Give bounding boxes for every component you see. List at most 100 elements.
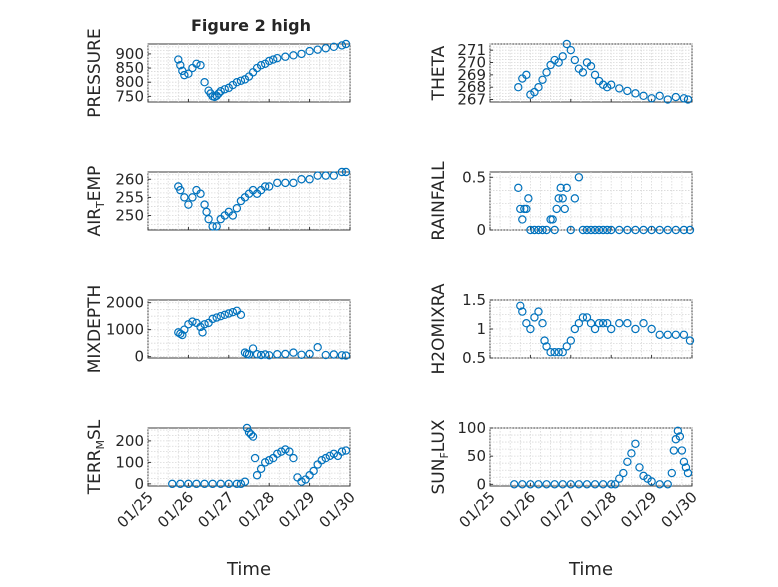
data-point [526,480,535,489]
y-tick-label: 0 [476,221,486,239]
x-tick-label: 01/30 [658,488,701,531]
grid [147,172,351,230]
data-point [530,225,539,235]
y-tick-label: 200 [115,432,144,450]
data-point [554,348,563,357]
data-point [623,225,632,235]
data-point [240,477,250,486]
data-point [265,182,274,191]
data-point [281,52,290,61]
data-point [273,53,282,63]
data-point [540,336,549,345]
data-point [212,222,221,231]
data-point [582,313,592,322]
x-tick-label: 01/28 [235,488,278,531]
data-point [250,453,260,463]
data-point [558,480,567,489]
data-point [607,225,616,235]
y-tick-label: 0.5 [462,168,486,186]
data-point [663,95,672,104]
data-point [647,477,656,486]
data-point [590,225,600,235]
y-tick-label: 270 [457,54,486,72]
data-point [224,479,233,489]
data-point [671,330,681,339]
data-point [341,446,351,455]
x-tick-label: 01/27 [536,488,579,531]
data-point [667,468,677,478]
y-tick-label: 1000 [106,321,144,339]
y-tick-label: 2000 [106,294,144,312]
data-point [574,319,584,328]
data-point [655,225,664,235]
data-point [679,330,689,339]
data-point [578,313,588,322]
y-axis-label: RAINFALL [429,161,449,241]
data-point [586,319,596,328]
data-point [685,225,695,235]
x-tick-label: 01/27 [194,488,237,531]
data-point [542,225,551,235]
x-tick-label: 01/30 [316,488,359,531]
data-point [598,225,608,235]
data-point [550,480,559,489]
data-point [313,45,322,54]
data-point [530,313,539,322]
data-point [534,480,543,489]
data-point [228,211,238,220]
data-point [574,480,584,489]
x-tick-label: 01/29 [275,488,318,531]
data-point [232,479,242,489]
y-tick-label: 900 [115,45,144,63]
y-tick-label: 0.5 [462,349,486,367]
data-point [673,426,683,436]
y-tick-label: 271 [457,41,486,59]
data-point [635,463,644,472]
data-point [273,449,282,458]
x-tick-label: 01/25 [114,488,157,531]
x-tick-label: 01/28 [577,488,620,531]
data-point [615,474,624,483]
data-point [669,446,679,455]
data-point [184,69,193,78]
data-point [297,175,306,184]
data-point [242,423,252,433]
data-point [562,342,571,351]
data-point [623,457,632,466]
y-axis-label: AIRTEMP [85,166,107,237]
y-axis-label: SUNFLUX [429,419,451,494]
data-point [329,171,339,180]
data-point [337,167,347,177]
y-tick-label: 0 [476,475,486,493]
grid [147,428,351,486]
data-point [631,89,640,98]
data-point [639,225,648,235]
data-point [631,225,640,235]
y-tick-label: 255 [115,188,144,206]
data-point [321,453,330,463]
data-point [260,182,270,191]
data-point [281,178,290,188]
data-point [542,480,551,489]
data-point [514,183,523,193]
data-point [619,468,628,478]
x-tick-label: 01/25 [456,488,499,531]
data-point [647,94,656,103]
series-theta [514,39,693,104]
data-point [552,204,561,214]
data-point [655,480,664,489]
data-point [556,183,565,193]
data-point [236,76,246,85]
data-point [325,451,334,461]
y-tick-label: 260 [115,170,144,188]
data-point [232,204,242,213]
y-tick-label: 100 [115,453,144,471]
data-point [200,479,209,489]
data-point [623,86,632,96]
data-point [647,324,656,334]
data-point [663,330,672,339]
y-axis-label: THETA [429,45,449,101]
data-point [639,91,648,101]
data-point [337,41,347,50]
data-point [305,175,314,184]
